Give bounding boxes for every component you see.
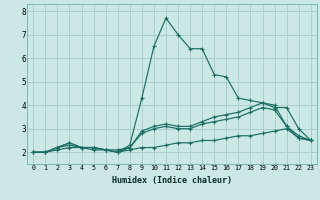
X-axis label: Humidex (Indice chaleur): Humidex (Indice chaleur) bbox=[112, 176, 232, 185]
